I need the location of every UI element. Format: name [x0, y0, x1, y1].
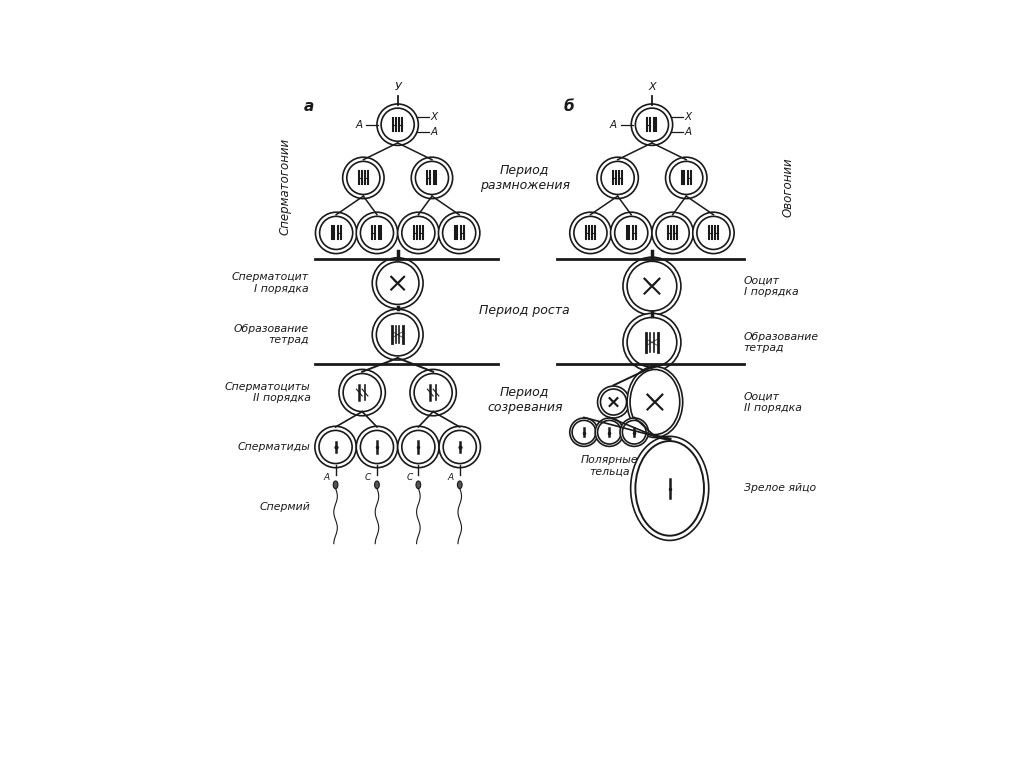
- Ellipse shape: [627, 366, 683, 438]
- Text: б: б: [564, 99, 574, 114]
- Ellipse shape: [416, 481, 421, 488]
- Ellipse shape: [333, 481, 338, 488]
- Ellipse shape: [610, 212, 652, 253]
- Text: Сперматогонии: Сперматогонии: [279, 138, 292, 235]
- Ellipse shape: [627, 317, 677, 367]
- Ellipse shape: [416, 161, 449, 194]
- Ellipse shape: [401, 430, 435, 464]
- Text: а: а: [304, 99, 314, 114]
- Ellipse shape: [614, 217, 648, 250]
- Ellipse shape: [439, 426, 480, 468]
- Text: Сперматоциты
II порядка: Сперматоциты II порядка: [225, 382, 310, 403]
- Ellipse shape: [319, 430, 352, 464]
- Ellipse shape: [597, 157, 638, 199]
- Ellipse shape: [414, 373, 453, 412]
- Ellipse shape: [339, 369, 385, 415]
- Ellipse shape: [623, 420, 646, 444]
- Ellipse shape: [598, 386, 630, 418]
- Ellipse shape: [356, 212, 397, 253]
- Ellipse shape: [569, 212, 611, 253]
- Ellipse shape: [666, 157, 707, 199]
- Ellipse shape: [360, 430, 393, 464]
- Text: Период
созревания: Период созревания: [487, 386, 562, 414]
- Text: X: X: [431, 112, 438, 122]
- Ellipse shape: [377, 104, 419, 145]
- Ellipse shape: [319, 217, 352, 250]
- Ellipse shape: [670, 161, 702, 194]
- Ellipse shape: [381, 108, 415, 141]
- Ellipse shape: [623, 313, 681, 371]
- Ellipse shape: [458, 481, 462, 488]
- Ellipse shape: [600, 389, 627, 415]
- Ellipse shape: [635, 441, 703, 536]
- Text: А: А: [431, 127, 438, 137]
- Text: А: А: [355, 120, 362, 130]
- Text: А: А: [610, 120, 617, 130]
- Ellipse shape: [343, 373, 381, 412]
- Ellipse shape: [573, 217, 607, 250]
- Ellipse shape: [315, 212, 356, 253]
- Ellipse shape: [598, 420, 622, 444]
- Ellipse shape: [373, 310, 423, 360]
- Ellipse shape: [572, 420, 596, 444]
- Ellipse shape: [623, 257, 681, 315]
- Text: Период
размножения: Период размножения: [480, 164, 569, 192]
- Text: X: X: [685, 112, 692, 122]
- Ellipse shape: [697, 217, 730, 250]
- Text: Полярные
тельца: Полярные тельца: [581, 455, 638, 476]
- Text: Ооцит
II порядка: Ооцит II порядка: [743, 391, 802, 413]
- Ellipse shape: [401, 217, 435, 250]
- Ellipse shape: [595, 418, 624, 446]
- Text: А: А: [447, 472, 454, 482]
- Text: X: X: [648, 82, 655, 92]
- Ellipse shape: [601, 161, 634, 194]
- Ellipse shape: [373, 258, 423, 309]
- Ellipse shape: [652, 212, 693, 253]
- Ellipse shape: [343, 157, 384, 199]
- Text: С: С: [365, 472, 372, 482]
- Ellipse shape: [410, 369, 457, 415]
- Ellipse shape: [631, 104, 673, 145]
- Text: У: У: [394, 82, 401, 92]
- Text: Образование
тетрад: Образование тетрад: [743, 332, 819, 353]
- Ellipse shape: [630, 369, 680, 435]
- Ellipse shape: [375, 481, 379, 488]
- Ellipse shape: [656, 217, 689, 250]
- Text: Спермий: Спермий: [260, 502, 310, 512]
- Ellipse shape: [356, 426, 397, 468]
- Ellipse shape: [412, 157, 453, 199]
- Text: А: А: [324, 472, 330, 482]
- Ellipse shape: [347, 161, 380, 194]
- Ellipse shape: [442, 217, 476, 250]
- Text: Образование
тетрад: Образование тетрад: [233, 324, 309, 346]
- Ellipse shape: [620, 418, 648, 446]
- Text: А: А: [685, 127, 692, 137]
- Ellipse shape: [360, 217, 393, 250]
- Ellipse shape: [693, 212, 734, 253]
- Text: Сперматиды: Сперматиды: [238, 442, 310, 452]
- Ellipse shape: [377, 313, 419, 356]
- Text: С: С: [407, 472, 413, 482]
- Text: Ооцит
I порядка: Ооцит I порядка: [743, 275, 799, 297]
- Ellipse shape: [377, 262, 419, 304]
- Text: Овогонии: Овогонии: [781, 157, 795, 217]
- Ellipse shape: [443, 430, 476, 464]
- Ellipse shape: [569, 418, 598, 446]
- Ellipse shape: [438, 212, 480, 253]
- Ellipse shape: [397, 212, 439, 253]
- Ellipse shape: [627, 261, 677, 311]
- Text: Период роста: Период роста: [479, 304, 570, 317]
- Ellipse shape: [397, 426, 439, 468]
- Ellipse shape: [314, 426, 356, 468]
- Text: Зрелое яйцо: Зрелое яйцо: [743, 483, 816, 493]
- Text: Сперматоцит
I порядка: Сперматоцит I порядка: [231, 273, 309, 294]
- Ellipse shape: [635, 108, 669, 141]
